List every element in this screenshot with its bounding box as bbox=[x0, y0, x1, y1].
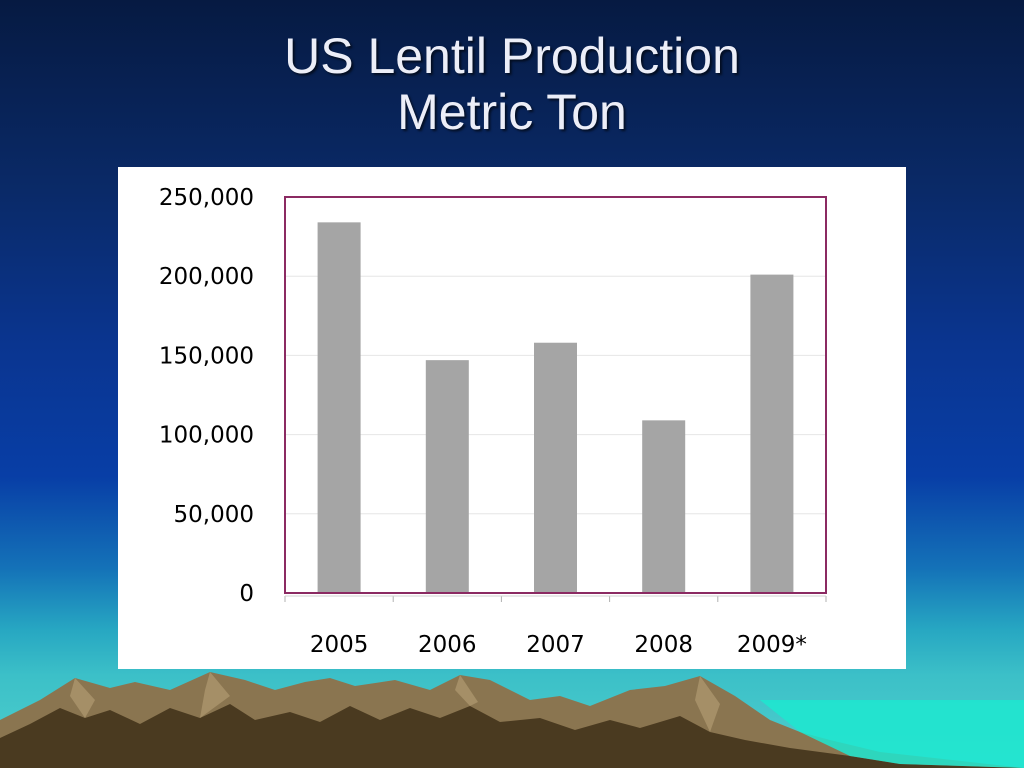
y-tick-label: 0 bbox=[239, 581, 254, 607]
slide-title: US Lentil Production Metric Ton bbox=[0, 28, 1024, 140]
bar-2007 bbox=[534, 342, 577, 593]
slide-title-line1: US Lentil Production bbox=[284, 28, 740, 84]
y-tick-label: 150,000 bbox=[159, 343, 254, 369]
x-tick-label: 2007 bbox=[526, 632, 585, 658]
bars bbox=[317, 222, 794, 593]
y-tick-label: 50,000 bbox=[174, 502, 254, 528]
x-tick-label: 2009* bbox=[737, 632, 807, 658]
y-tick-label: 200,000 bbox=[159, 264, 254, 290]
plot-area-border bbox=[284, 196, 827, 594]
bar-chart: 0 50,000 100,000 150,000 200,000 250,000 2005… bbox=[159, 185, 827, 658]
bar-2005 bbox=[317, 222, 361, 593]
y-tick-label: 250,000 bbox=[159, 185, 254, 211]
y-tick-labels: 0 50,000 100,000 150,000 200,000 250,000 bbox=[159, 185, 254, 607]
mountain-landscape bbox=[0, 672, 1024, 768]
axes bbox=[284, 196, 827, 602]
y-tick-label: 100,000 bbox=[159, 423, 254, 449]
chart-panel: 0 50,000 100,000 150,000 200,000 250,000 2005… bbox=[118, 167, 906, 669]
x-tick-labels: 2005 2006 2007 2008 2009* bbox=[310, 632, 807, 658]
x-tick-label: 2006 bbox=[418, 632, 477, 658]
bar-2006 bbox=[425, 360, 469, 593]
sea-strip bbox=[760, 700, 1024, 768]
bar-2009 bbox=[750, 274, 794, 593]
x-tick-label: 2005 bbox=[310, 632, 369, 658]
mountain-range-front bbox=[0, 704, 1024, 768]
slide-title-line2: Metric Ton bbox=[397, 84, 627, 140]
x-tick-label: 2008 bbox=[634, 632, 693, 658]
bar-2008 bbox=[642, 420, 686, 593]
